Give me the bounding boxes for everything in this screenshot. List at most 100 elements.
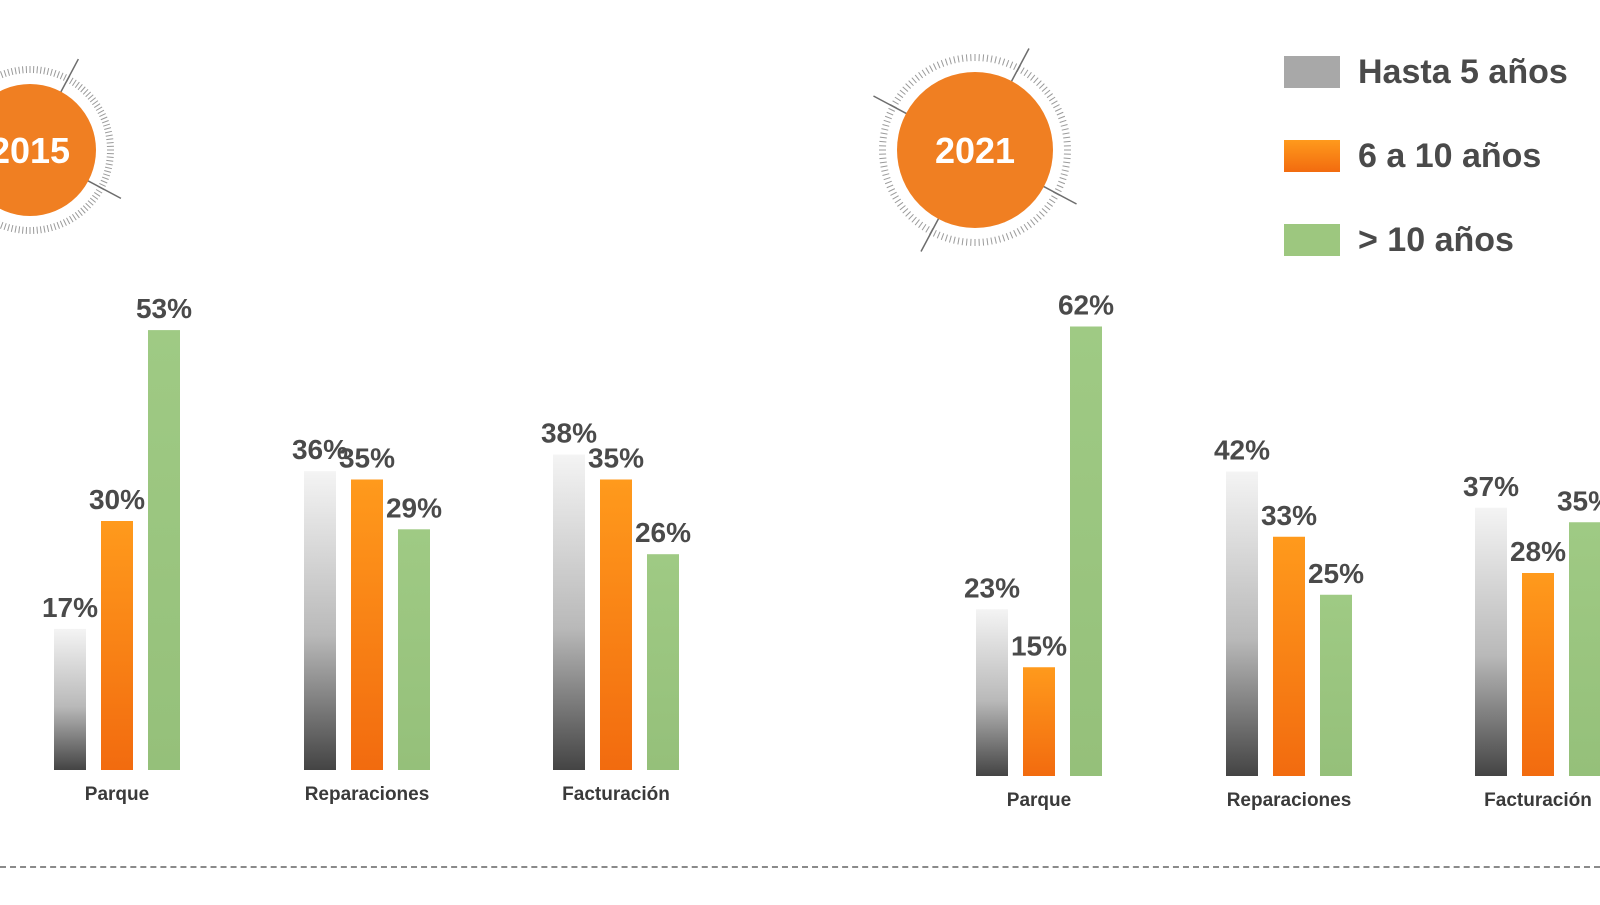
- badge-ring-tick: [1006, 60, 1008, 67]
- badge-ring-tick: [954, 237, 956, 244]
- badge-ring-tick: [90, 198, 95, 202]
- data-label: 28%: [1510, 536, 1566, 567]
- badge-ring-tick: [1061, 174, 1068, 176]
- badge-ring-tick: [906, 84, 911, 89]
- badge-ring-tick: [1010, 62, 1013, 68]
- legend-swatch-green: [1284, 224, 1340, 256]
- badge-ring-tick: [1058, 181, 1065, 183]
- badge-ring-tick: [881, 170, 888, 172]
- badge-ring-tick: [94, 104, 100, 108]
- badge-ring-tick: [933, 230, 936, 236]
- data-label: 15%: [1011, 630, 1067, 661]
- badge-ring-tick: [47, 68, 49, 75]
- bar-2021-grey: [1475, 508, 1507, 776]
- bar-2015-green: [398, 529, 430, 770]
- badge-ring-tick: [78, 84, 82, 89]
- badge-ring-tick: [895, 97, 901, 101]
- badge-ring-tick: [882, 174, 889, 176]
- badge-ring-tick: [880, 137, 887, 138]
- data-label: 42%: [1214, 435, 1270, 466]
- bar-2015-green: [148, 330, 180, 770]
- badge-ring-tick: [37, 66, 38, 73]
- badge-ring-tick: [0, 222, 2, 229]
- badge-ring-tick: [8, 224, 10, 231]
- data-label: 29%: [386, 492, 442, 523]
- badge-crosshair-tick: [873, 96, 908, 115]
- badge-ring-tick: [966, 239, 967, 246]
- badge-ring-tick: [106, 160, 113, 161]
- badge-ring-tick: [1030, 220, 1034, 225]
- badge-ring-tick: [991, 56, 992, 63]
- badge-ring-tick: [1039, 84, 1044, 89]
- data-label: 23%: [964, 572, 1020, 603]
- bar-2021-green: [1569, 522, 1600, 776]
- badge-ring-tick: [1017, 228, 1020, 234]
- badge-ring-tick: [81, 208, 86, 213]
- badge-ring-tick: [96, 189, 102, 193]
- badge-ring-tick: [88, 95, 93, 100]
- category-label: Reparaciones: [305, 784, 430, 805]
- badge-ring-tick: [966, 54, 967, 61]
- badge-ring-tick: [879, 141, 886, 142]
- category-label: Facturación: [562, 784, 670, 805]
- badge-ring-tick: [881, 166, 888, 167]
- badge-ring-tick: [54, 223, 56, 230]
- data-label: 30%: [89, 484, 145, 515]
- badge-ring-tick: [83, 206, 88, 211]
- badge-ring-tick: [909, 81, 914, 86]
- badge-ring-tick: [86, 92, 91, 97]
- legend-swatch-grey: [1284, 56, 1340, 88]
- badge-ring-tick: [104, 128, 111, 130]
- badge-crosshair-tick: [60, 59, 79, 94]
- badge-ring-tick: [900, 205, 905, 209]
- badge-ring-tick: [881, 133, 888, 134]
- badge-ring-tick: [1047, 94, 1053, 98]
- badge-ring-tick: [94, 192, 100, 196]
- badge-ring-tick: [962, 238, 963, 245]
- badge-ring-tick: [930, 65, 933, 71]
- badge-ring-tick: [1055, 189, 1061, 192]
- badge-ring-tick: [83, 89, 88, 94]
- badge-ring-tick: [90, 98, 95, 102]
- badge-ring-tick: [8, 69, 10, 76]
- badge-ring-tick: [897, 94, 903, 98]
- badge-ring-tick: [1063, 162, 1070, 163]
- badge-ring-tick: [1062, 170, 1069, 172]
- badge-ring-tick: [1063, 133, 1070, 134]
- badge-ring-tick: [1037, 81, 1042, 86]
- data-label: 26%: [635, 517, 691, 548]
- bar-2021-green: [1320, 595, 1352, 776]
- badge-ring-tick: [99, 183, 105, 186]
- data-label: 53%: [136, 293, 192, 324]
- badge-ring-tick: [983, 239, 984, 246]
- bar-2021-orange: [1522, 573, 1554, 776]
- data-label: 35%: [1557, 485, 1600, 516]
- badge-ring-tick: [57, 222, 59, 229]
- badge-ring-tick: [919, 72, 923, 78]
- badge-ring-tick: [1006, 233, 1008, 240]
- badge-ring-tick: [903, 87, 908, 92]
- badge-ring-tick: [922, 70, 926, 76]
- badge-ring-tick: [106, 139, 113, 140]
- badge-ring-tick: [1057, 112, 1063, 115]
- badge-ring-tick: [99, 114, 105, 117]
- data-label: 33%: [1261, 500, 1317, 531]
- badge-ring-tick: [1062, 129, 1069, 131]
- bar-2015-orange: [600, 480, 632, 771]
- badge-ring-tick: [983, 54, 984, 61]
- badge-ring-tick: [949, 57, 951, 64]
- badge-ring-tick: [19, 67, 20, 74]
- badge-ring-tick: [60, 221, 63, 227]
- badge-ring-tick: [987, 238, 988, 245]
- badge-ring-tick: [900, 90, 905, 94]
- badge-ring-tick: [919, 222, 923, 228]
- bar-2015-grey: [54, 629, 86, 770]
- badge-ring-tick: [999, 236, 1001, 243]
- badge-ring-tick: [882, 124, 889, 126]
- badge-ring-tick: [105, 131, 112, 133]
- dashed-divider: [0, 866, 1600, 868]
- badge-ring-tick: [1064, 158, 1071, 159]
- badge-ring-tick: [879, 158, 886, 159]
- badge-ring-tick: [1024, 70, 1028, 76]
